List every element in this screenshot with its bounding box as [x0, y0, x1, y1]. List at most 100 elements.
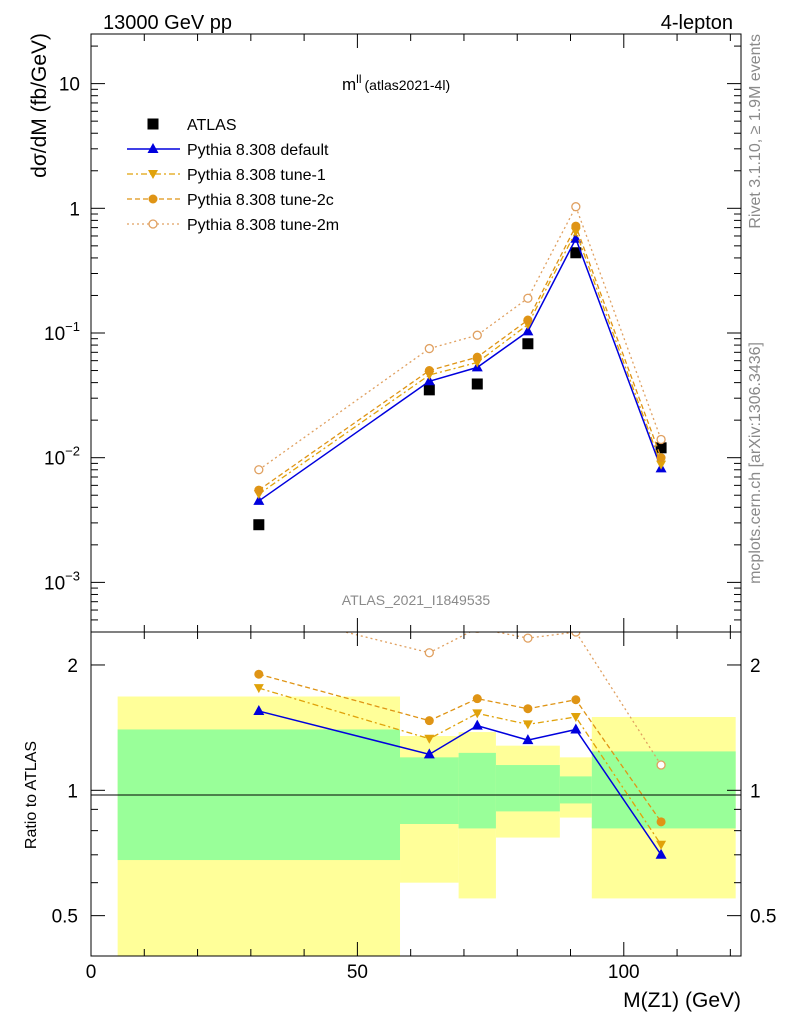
ratio-y-label: Ratio to ATLAS [23, 741, 40, 849]
main-series-line [258, 230, 662, 495]
main-data-point [254, 485, 264, 495]
main-data-point [522, 325, 534, 336]
plot-title-sub: (atlas2021-4l) [365, 77, 451, 93]
main-data-point [522, 338, 534, 350]
ratio-axes: 0 50 100 0.5 0.5 1 1 2 2 [52, 632, 776, 983]
mcplots-reference-text: mcplots.cern.ch [arXiv:1306.3436] [747, 342, 764, 584]
main-series-layer [253, 202, 667, 531]
legend-label: Pythia 8.308 tune-1 [187, 167, 326, 184]
ratio-y-tick-label-right: 0.5 [750, 907, 776, 928]
rivet-version-text: Rivet 3.1.10, ≥ 1.9M events [747, 34, 764, 229]
ratio-y-tick-label: 1 [67, 781, 78, 802]
legend-marker [148, 194, 158, 204]
plot-title-sup: ll [356, 72, 361, 86]
analysis-watermark: ATLAS_2021_I1849535 [342, 592, 491, 608]
ratio-data-point [570, 723, 582, 734]
main-data-point [423, 384, 435, 396]
main-data-point [253, 519, 265, 531]
ratio-y-tick-label: 0.5 [52, 907, 78, 928]
header-left: 13000 GeV pp [103, 12, 232, 34]
ratio-data-point [571, 695, 581, 705]
ratio-data-point [255, 607, 263, 615]
main-axes: 10−3 10−2 10−1 1 10 [44, 34, 741, 633]
main-data-point [571, 221, 581, 231]
ratio-data-point [656, 817, 666, 827]
main-data-point [472, 352, 482, 362]
ratio-data-point [471, 719, 483, 730]
x-tick-label: 100 [608, 962, 640, 983]
ratio-data-point [472, 694, 482, 704]
main-y-tick-label: 10−3 [44, 568, 80, 594]
ratio-data-point [656, 760, 666, 770]
ratio-band-green [458, 752, 496, 829]
main-data-point [571, 202, 581, 212]
ratio-y-tick-label: 2 [67, 656, 78, 677]
main-data-point [570, 227, 581, 237]
ratio-data-point [424, 716, 434, 726]
legend-marker [147, 118, 159, 130]
ratio-band-green [559, 776, 592, 804]
main-data-point [523, 315, 533, 325]
ratio-data-point [656, 840, 667, 850]
main-y-tick-label: 10−2 [44, 444, 80, 470]
legend-marker [147, 143, 159, 153]
ratio-series-line [258, 673, 662, 823]
main-data-point [254, 465, 264, 475]
ratio-y-tick-label-right: 2 [750, 656, 761, 677]
main-y-tick-label: 10−1 [44, 319, 80, 345]
ratio-panel: 0 50 100 0.5 0.5 1 1 2 2 Ratio to ATLAS M(Z1) (G… [23, 607, 776, 1012]
main-data-point [523, 293, 533, 303]
ratio-band-green [495, 765, 560, 812]
main-data-point [423, 375, 435, 386]
main-data-point [471, 378, 483, 390]
x-tick-label: 50 [347, 962, 368, 983]
main-data-point [570, 247, 582, 259]
ratio-y-tick-label-right: 1 [750, 781, 761, 802]
legend-label: Pythia 8.308 tune-2c [187, 192, 334, 209]
legend-label: Pythia 8.308 default [187, 142, 329, 159]
main-data-point [656, 434, 666, 445]
main-y-tick-label: 10 [59, 75, 80, 96]
main-y-label: dσ/dM (fb/GeV) [28, 33, 51, 178]
ratio-data-point [254, 669, 264, 679]
legend-marker [148, 170, 158, 179]
x-tick-label: 0 [86, 962, 97, 983]
legend-marker [148, 219, 158, 229]
ratio-frame [90, 631, 742, 957]
main-data-point [656, 453, 666, 463]
ratio-data-point [474, 632, 481, 633]
ratio-data-point [523, 633, 533, 643]
main-series-line [258, 236, 662, 502]
ratio-data-point [522, 720, 533, 730]
ratio-data-point [424, 734, 435, 744]
ratio-series-line [258, 687, 662, 846]
main-series-line [258, 224, 662, 491]
x-axis-label: M(Z1) (GeV) [623, 989, 741, 1012]
ratio-data-point [522, 734, 534, 745]
main-y-tick-label: 1 [69, 199, 80, 220]
ratio-data-point [424, 648, 434, 658]
ratio-data-point [570, 712, 581, 722]
main-panel: 10−3 10−2 10−1 1 10 dσ/dM (fb/GeV) mll (atlas… [28, 33, 742, 633]
main-data-point [656, 460, 667, 470]
main-data-point [655, 442, 667, 454]
main-data-point [424, 366, 434, 376]
main-data-point [472, 330, 482, 340]
main-series-line [258, 205, 662, 471]
ratio-data-point [253, 684, 264, 694]
legend: ATLAS Pythia 8.308 default Pythia 8.308 tu… [127, 117, 339, 234]
legend-label: Pythia 8.308 tune-2m [187, 217, 339, 234]
ratio-series-line [258, 710, 662, 856]
main-data-point [424, 343, 434, 354]
header-right: 4-lepton [661, 12, 733, 34]
ratio-series-layer [253, 607, 667, 859]
main-data-point [253, 494, 265, 505]
plot-title: mll (atlas2021-4l) [342, 72, 450, 94]
ratio-data-point [423, 748, 435, 759]
plot-title-main: m [342, 75, 356, 94]
ratio-series-line [342, 632, 662, 766]
ratio-band-green [400, 757, 459, 825]
legend-label: ATLAS [187, 117, 237, 134]
ratio-data-point [655, 848, 667, 859]
ratio-data-point [253, 705, 265, 716]
